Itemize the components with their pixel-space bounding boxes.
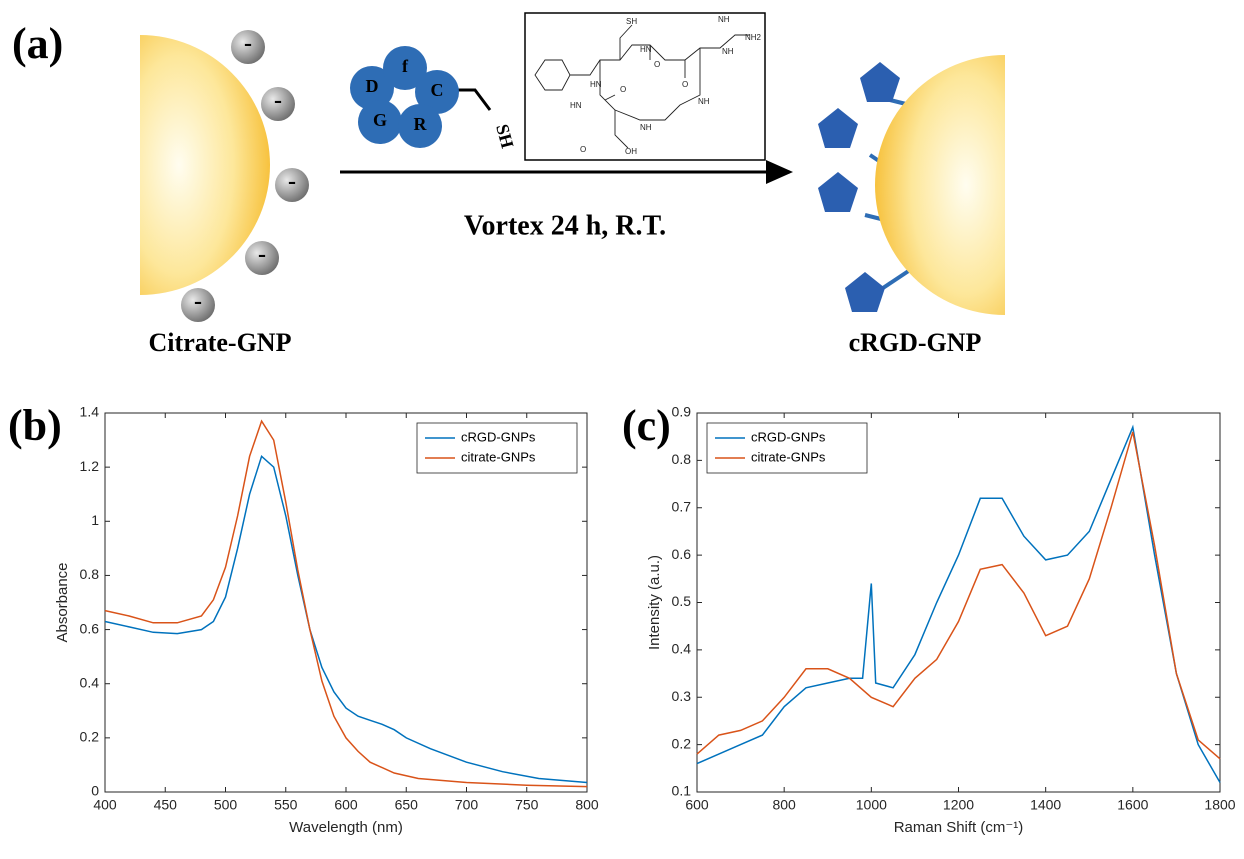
x-tick-label: 800 <box>575 797 599 813</box>
y-tick-label: 0.9 <box>672 404 692 420</box>
y-tick-label: 0.8 <box>80 566 100 582</box>
y-tick-label: 0.6 <box>80 620 100 636</box>
y-tick-label: 0.8 <box>672 451 692 467</box>
x-tick-label: 1800 <box>1204 797 1235 813</box>
x-tick-label: 500 <box>214 797 238 813</box>
x-tick-label: 1200 <box>943 797 974 813</box>
atom: O <box>580 145 586 154</box>
x-tick-label: 650 <box>395 797 419 813</box>
panel-label: (b) <box>8 401 62 450</box>
y-tick-label: 0.6 <box>672 546 692 562</box>
charge: - <box>194 289 202 315</box>
y-tick-label: 1 <box>91 512 99 528</box>
y-tick-label: 0.2 <box>80 729 100 745</box>
legend-label: citrate-GNPs <box>751 449 826 464</box>
legend-label: cRGD-GNPs <box>461 429 536 444</box>
x-tick-label: 1400 <box>1030 797 1061 813</box>
atom: NH <box>722 47 734 56</box>
y-tick-label: 1.4 <box>80 404 100 420</box>
x-tick-label: 1600 <box>1117 797 1148 813</box>
residue: G <box>373 110 387 130</box>
y-tick-label: 0.3 <box>672 688 692 704</box>
x-tick-label: 1000 <box>856 797 887 813</box>
thiol: SH <box>492 122 518 150</box>
residue: R <box>414 114 428 134</box>
x-tick-label: 450 <box>154 797 178 813</box>
atom: NH <box>640 123 652 132</box>
y-axis-label: Intensity (a.u.) <box>646 555 663 650</box>
atom: HN <box>590 80 602 89</box>
atom: SH <box>626 17 637 26</box>
atom: NH2 <box>745 33 762 42</box>
charge: - <box>258 242 266 268</box>
x-tick-label: 700 <box>455 797 479 813</box>
x-tick-label: 600 <box>334 797 358 813</box>
atom: NH <box>698 97 710 106</box>
y-axis-label: Absorbance <box>54 562 71 642</box>
y-tick-label: 0.1 <box>672 783 692 799</box>
y-tick-label: 0.4 <box>672 641 692 657</box>
atom: OH <box>625 147 637 156</box>
legend-label: cRGD-GNPs <box>751 429 826 444</box>
y-tick-label: 0.5 <box>672 593 692 609</box>
charge: - <box>244 31 252 57</box>
residue: f <box>402 56 409 76</box>
y-tick-label: 1.2 <box>80 458 100 474</box>
charge: - <box>288 169 296 195</box>
figure: (a) - - - - - Citrate-GNP D f C G R SH <box>0 0 1244 859</box>
structure-box <box>525 13 765 160</box>
atom: O <box>682 80 688 89</box>
caption: cRGD-GNP <box>849 328 982 357</box>
y-tick-label: 0.2 <box>672 735 692 751</box>
charge: - <box>274 88 282 114</box>
panel-label: (c) <box>622 401 671 450</box>
atom: O <box>620 85 626 94</box>
y-tick-label: 0.7 <box>672 498 692 514</box>
atom: HN <box>570 101 582 110</box>
legend-label: citrate-GNPs <box>461 449 536 464</box>
atom: HN <box>640 45 652 54</box>
condition: Vortex 24 h, R.T. <box>464 210 666 241</box>
atom: NH <box>718 15 730 24</box>
atom: O <box>654 60 660 69</box>
residue: C <box>431 80 444 100</box>
residue: D <box>366 76 379 96</box>
panel-label: (a) <box>12 19 63 68</box>
y-tick-label: 0 <box>91 783 99 799</box>
y-tick-label: 0.4 <box>80 674 100 690</box>
linker <box>455 90 490 110</box>
x-tick-label: 800 <box>772 797 796 813</box>
x-tick-label: 600 <box>685 797 709 813</box>
x-tick-label: 750 <box>515 797 539 813</box>
x-axis-label: Wavelength (nm) <box>289 819 403 836</box>
x-tick-label: 400 <box>93 797 117 813</box>
panel-a: (a) - - - - - Citrate-GNP D f C G R SH <box>12 13 1005 357</box>
caption: Citrate-GNP <box>149 328 292 357</box>
x-axis-label: Raman Shift (cm⁻¹) <box>894 819 1024 836</box>
x-tick-label: 550 <box>274 797 298 813</box>
